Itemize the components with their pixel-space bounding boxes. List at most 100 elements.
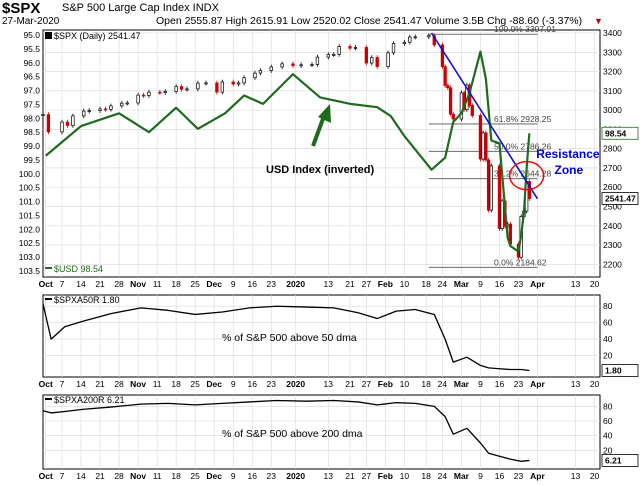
x-axis-tick: 16 [247, 379, 257, 389]
price-candle [163, 91, 167, 93]
price-candle [291, 63, 295, 66]
price-axis-tick: 3000 [603, 105, 622, 115]
usd-axis-tick: 96.5 [23, 72, 40, 82]
price-candle [413, 36, 417, 39]
spxa50r-value-badge-box [601, 364, 639, 377]
x-axis-tick: 18 [421, 471, 431, 481]
down-arrow-icon: ▼ [594, 16, 603, 26]
x-axis-tick: Nov [130, 379, 146, 389]
x-axis-tick: 28 [114, 279, 124, 289]
price-candle [258, 70, 263, 74]
price-candle [408, 36, 412, 43]
usd-annotation: USD Index (inverted) [266, 164, 375, 176]
price-candle [353, 47, 358, 49]
spxa50r-annotation: % of S&P 500 above 50 dma [222, 332, 357, 344]
usd-axis-tick: 99.0 [23, 141, 40, 151]
x-axis-tick: Oct [39, 471, 53, 481]
x-axis-tick: 23 [266, 471, 276, 481]
price-candle [299, 64, 303, 67]
price-axis-tick: 2400 [603, 221, 622, 231]
resistance-label: Zone [555, 163, 584, 177]
x-axis-tick: 11 [153, 379, 162, 389]
price-candle [391, 43, 396, 54]
x-axis-tick: 2020 [286, 471, 305, 481]
x-axis-tick: 27 [362, 279, 372, 289]
price-candle [446, 85, 450, 89]
x-axis-tick: 13 [324, 279, 334, 289]
price-candle [326, 54, 330, 58]
price-candle [253, 72, 257, 79]
annotation-arrow [311, 115, 326, 147]
x-axis-tick: 23 [266, 379, 276, 389]
x-axis-tick: 21 [345, 279, 355, 289]
price-candle [136, 94, 140, 104]
price-candle [174, 86, 178, 92]
price-candle [215, 82, 219, 93]
x-axis-tick: 28 [114, 471, 124, 481]
price-candle [46, 114, 51, 133]
price-candle [147, 91, 151, 96]
x-axis-tick: 9 [478, 379, 483, 389]
price-candle [242, 77, 246, 84]
usd-axis-tick: 100.0 [19, 169, 41, 179]
price-axis-tick: 2300 [603, 240, 622, 250]
price-candle [484, 132, 488, 161]
price-candle [220, 81, 224, 93]
price-axis-tick: 3300 [603, 47, 622, 57]
x-axis-tick: 9 [231, 379, 236, 389]
x-axis-tick: 18 [171, 379, 181, 389]
fib-level-label: 0.0% 2184.62 [494, 257, 547, 267]
price-candle [478, 115, 483, 160]
x-axis-tick: 10 [400, 279, 410, 289]
usd-axis-tick: 102.0 [19, 224, 41, 234]
x-axis-tick: 28 [114, 379, 124, 389]
resistance-label: Resistance [536, 147, 600, 161]
x-axis-tick: 20 [590, 279, 600, 289]
x-axis-tick: Mar [454, 471, 470, 481]
usd-axis-tick: 101.0 [19, 197, 41, 207]
x-axis-tick: Nov [130, 279, 146, 289]
usd-axis-tick: 97.5 [23, 99, 40, 109]
index-description: S&P 500 Large Cap Index INDX [62, 2, 219, 14]
price-candle [489, 165, 493, 211]
x-axis-tick: 13 [324, 379, 334, 389]
x-axis-tick: 23 [514, 471, 524, 481]
price-axis-tick: 2800 [603, 144, 622, 154]
price-candle [470, 105, 474, 116]
price-candle [60, 121, 64, 133]
price-candle [448, 87, 453, 115]
x-axis-tick: 16 [495, 279, 505, 289]
fib-level-label: 38.2% 2644.28 [494, 169, 551, 179]
x-axis-tick: 9 [231, 279, 236, 289]
x-axis-tick: 23 [514, 279, 524, 289]
price-candle [337, 46, 341, 55]
x-axis-tick: Oct [39, 379, 53, 389]
x-axis-tick: 9 [478, 471, 483, 481]
indicator-axis-tick: 40 [603, 334, 613, 344]
price-candle [386, 52, 390, 67]
usd-axis-tick: 95.5 [23, 44, 40, 54]
spxa50r-legend-swatch [45, 298, 52, 300]
usd-axis-tick: 103.0 [19, 252, 41, 262]
x-axis-tick: 16 [495, 379, 505, 389]
x-axis-tick: 24 [438, 279, 448, 289]
x-axis-tick: 16 [247, 471, 257, 481]
price-candle [440, 44, 445, 67]
x-axis-tick: 13 [571, 279, 581, 289]
x-axis-tick: 25 [190, 379, 200, 389]
x-axis-tick: 9 [231, 471, 236, 481]
price-candle [231, 81, 235, 85]
price-axis-tick: 2200 [603, 259, 622, 269]
price-candle [158, 91, 162, 94]
x-axis-tick: Feb [378, 379, 393, 389]
price-candle [109, 105, 113, 110]
spxa200r-legend-swatch [45, 398, 52, 400]
x-axis-tick: 16 [247, 279, 257, 289]
x-axis-tick: 14 [76, 279, 86, 289]
indicator-axis-tick: 60 [603, 318, 613, 328]
x-axis-tick: 2020 [286, 279, 305, 289]
x-axis-tick: 10 [400, 471, 410, 481]
price-candle [332, 54, 336, 56]
price-candle [82, 110, 86, 117]
